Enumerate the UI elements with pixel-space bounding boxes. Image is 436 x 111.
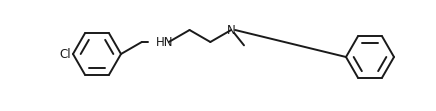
Text: N: N [227, 24, 235, 37]
Text: HN: HN [156, 36, 173, 49]
Text: Cl: Cl [59, 48, 71, 60]
